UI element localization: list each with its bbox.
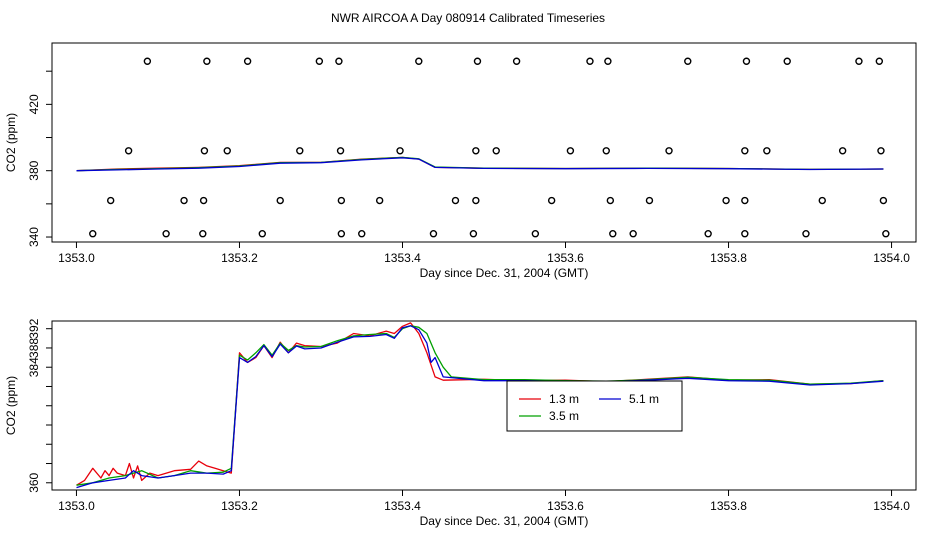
calibration-point	[783, 57, 791, 65]
calibration-point	[143, 57, 152, 65]
x-tick-label: 1353.0	[58, 251, 95, 265]
series-line-13m	[76, 322, 884, 486]
y-tick-label: 380	[27, 160, 41, 180]
calibration-point	[415, 57, 423, 65]
calibration-point	[358, 230, 366, 238]
calibration-point	[199, 196, 208, 205]
calibration-point	[741, 230, 749, 238]
y-tick-label: 420	[27, 94, 41, 114]
x-tick-label: 1353.6	[547, 499, 584, 513]
plot-frame	[51, 42, 917, 243]
x-tick-label: 1353.2	[221, 499, 258, 513]
calibration-point	[602, 147, 610, 155]
calibration-point	[243, 57, 252, 65]
calibration-point	[629, 230, 637, 238]
x-tick-label: 1353.6	[547, 251, 584, 265]
calibration-point	[258, 230, 266, 238]
calibration-point	[684, 57, 692, 65]
calibration-point	[531, 230, 540, 238]
x-axis-label: Day since Dec. 31, 2004 (GMT)	[420, 266, 589, 280]
x-axis-label: Day since Dec. 31, 2004 (GMT)	[420, 514, 589, 528]
legend-label: 1.3 m	[549, 392, 579, 406]
calibration-point	[315, 57, 324, 65]
calibration-panel: 1353.0 1353.2 1353.4 1353.6 1353.8 1354.0 Day …	[4, 42, 917, 280]
y-tick-label: 392	[27, 318, 41, 338]
plot-frame	[51, 320, 917, 491]
y-tick-label: 360	[27, 472, 41, 492]
calibration-point	[855, 57, 863, 65]
calibration-point	[472, 196, 480, 205]
calibration-point	[203, 57, 211, 65]
calibration-point	[818, 196, 826, 205]
series-line-51m	[76, 157, 884, 172]
calibration-point	[802, 230, 810, 238]
x-tick-label: 1353.8	[710, 251, 747, 265]
legend-label: 3.5 m	[549, 409, 579, 423]
calibration-point	[162, 230, 170, 238]
calibration-point	[472, 147, 480, 155]
calibration-point	[604, 57, 612, 65]
calibration-point	[665, 147, 673, 155]
calibration-point	[337, 196, 346, 205]
calibration-point	[763, 147, 771, 155]
calibration-point	[276, 196, 284, 205]
calibration-point	[336, 147, 345, 155]
y-axis-label: CO2 (ppm)	[4, 376, 18, 435]
x-tick-label: 1353.0	[58, 499, 95, 513]
series-line-51m	[76, 325, 884, 489]
calibration-point	[492, 147, 500, 155]
calibration-point	[396, 147, 404, 155]
calibration-point	[469, 230, 478, 238]
calibration-point	[335, 57, 343, 65]
calibration-point	[645, 196, 654, 205]
calibration-point	[296, 147, 304, 155]
calibration-point	[124, 147, 133, 155]
series-line-35m	[76, 325, 884, 486]
x-tick-label: 1353.4	[384, 499, 421, 513]
y-axis-label: CO2 (ppm)	[4, 113, 18, 172]
timeseries-panel: 1353.0 1353.2 1353.4 1353.6 1353.8 1354.0 Day …	[4, 318, 917, 528]
x-tick-label: 1353.2	[221, 251, 258, 265]
calibration-point	[877, 147, 885, 155]
calibration-point	[451, 196, 460, 205]
calibration-point	[722, 196, 730, 205]
calibration-point	[547, 196, 556, 205]
x-tick-label: 1353.4	[384, 251, 421, 265]
calibration-point	[606, 196, 615, 205]
calibration-point	[704, 230, 712, 238]
calibration-point	[199, 230, 207, 238]
x-tick-label: 1353.8	[710, 499, 747, 513]
y-tick-label: 384	[27, 357, 41, 377]
calibration-point	[609, 230, 617, 238]
calibration-point	[473, 57, 482, 65]
calibration-point	[200, 147, 209, 155]
calibration-point	[741, 196, 749, 205]
calibration-point	[223, 147, 231, 155]
chart-title: NWR AIRCOA A Day 080914 Calibrated Times…	[331, 11, 605, 25]
calibration-point	[429, 230, 438, 238]
calibration-point	[337, 230, 346, 238]
y-tick-label: 388	[27, 338, 41, 358]
x-tick-label: 1354.0	[873, 251, 910, 265]
calibration-point	[566, 147, 575, 155]
calibration-point	[741, 147, 749, 155]
x-tick-label: 1354.0	[873, 499, 910, 513]
calibration-point	[875, 57, 884, 65]
calibration-point	[375, 196, 384, 205]
calibration-point	[838, 147, 847, 155]
legend-label: 5.1 m	[629, 392, 659, 406]
legend: 1.3 m 3.5 m 5.1 m	[506, 380, 683, 432]
calibration-point	[180, 196, 188, 205]
legend-box	[506, 380, 683, 432]
calibration-point	[512, 57, 521, 65]
calibration-point	[882, 230, 890, 238]
calibration-point	[89, 230, 97, 238]
y-tick-label: 340	[27, 227, 41, 247]
calibration-point	[879, 196, 888, 205]
calibration-point	[742, 57, 751, 65]
calibration-point	[106, 196, 115, 205]
calibration-point	[586, 57, 594, 65]
